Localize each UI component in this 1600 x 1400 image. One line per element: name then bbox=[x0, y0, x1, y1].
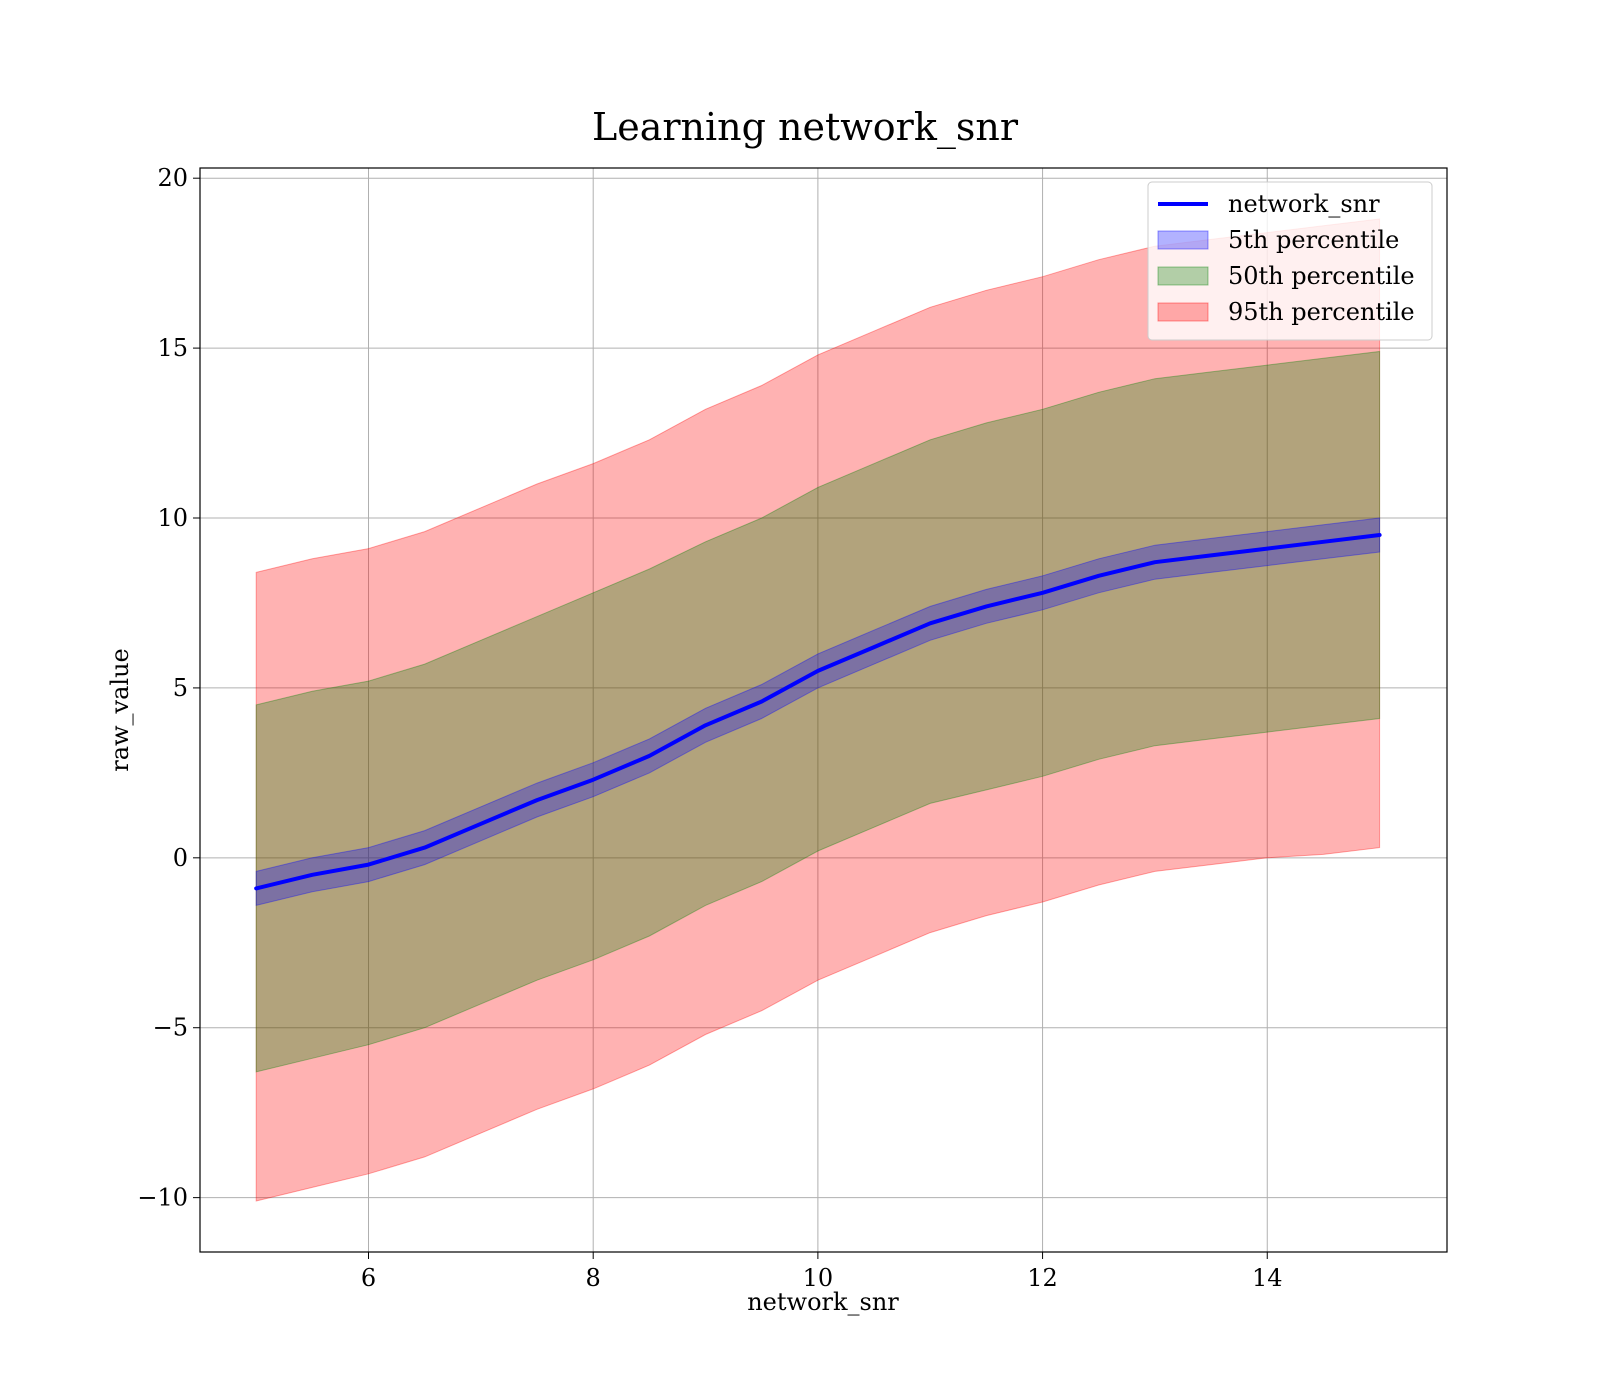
x-tick-label: 8 bbox=[586, 1264, 601, 1292]
band-95th-percentile bbox=[255, 218, 1381, 1202]
band-5th-percentile bbox=[255, 517, 1381, 907]
legend-swatch-95th-percentile bbox=[1157, 302, 1209, 322]
x-tick-label: 14 bbox=[1252, 1264, 1283, 1292]
y-tick-label: 10 bbox=[157, 504, 188, 532]
band-50th-percentile bbox=[255, 350, 1381, 1073]
grid bbox=[200, 168, 1447, 1252]
y-tick-label: 0 bbox=[173, 844, 188, 872]
legend-label-5th-percentile: 5th percentile bbox=[1228, 226, 1399, 254]
percentile-bands bbox=[255, 218, 1381, 1202]
legend-label-50th-percentile: 50th percentile bbox=[1228, 262, 1415, 290]
chart-title: Learning network_snr bbox=[592, 105, 1019, 150]
y-tick-label: −10 bbox=[137, 1184, 188, 1212]
legend-box bbox=[1147, 181, 1433, 341]
y-tick-label: 20 bbox=[157, 164, 188, 192]
y-tick-label: −5 bbox=[153, 1014, 188, 1042]
axis-ticks: 6 8 10 12 14 −10 −5 0 5 10 15 20 bbox=[137, 164, 1282, 1292]
plot-frame bbox=[199, 167, 1448, 1253]
legend-label-network_snr: network_snr bbox=[1228, 190, 1380, 218]
x-tick-label: 10 bbox=[803, 1264, 834, 1292]
x-tick-label: 12 bbox=[1027, 1264, 1058, 1292]
legend-swatch-50th-percentile bbox=[1157, 266, 1209, 286]
y-tick-label: 5 bbox=[173, 674, 188, 702]
x-tick-label: 6 bbox=[361, 1264, 376, 1292]
legend-swatch-5th-percentile bbox=[1157, 230, 1209, 250]
legend: network_snr 5th percentile 50th percentile… bbox=[1147, 181, 1433, 341]
line-network_snr bbox=[254, 533, 1382, 891]
y-tick-label: 15 bbox=[157, 334, 188, 362]
x-axis-label: network_snr bbox=[747, 1288, 899, 1316]
series-lines bbox=[254, 533, 1382, 891]
y-axis-label: raw_value bbox=[106, 648, 134, 772]
legend-label-95th-percentile: 95th percentile bbox=[1228, 298, 1415, 326]
